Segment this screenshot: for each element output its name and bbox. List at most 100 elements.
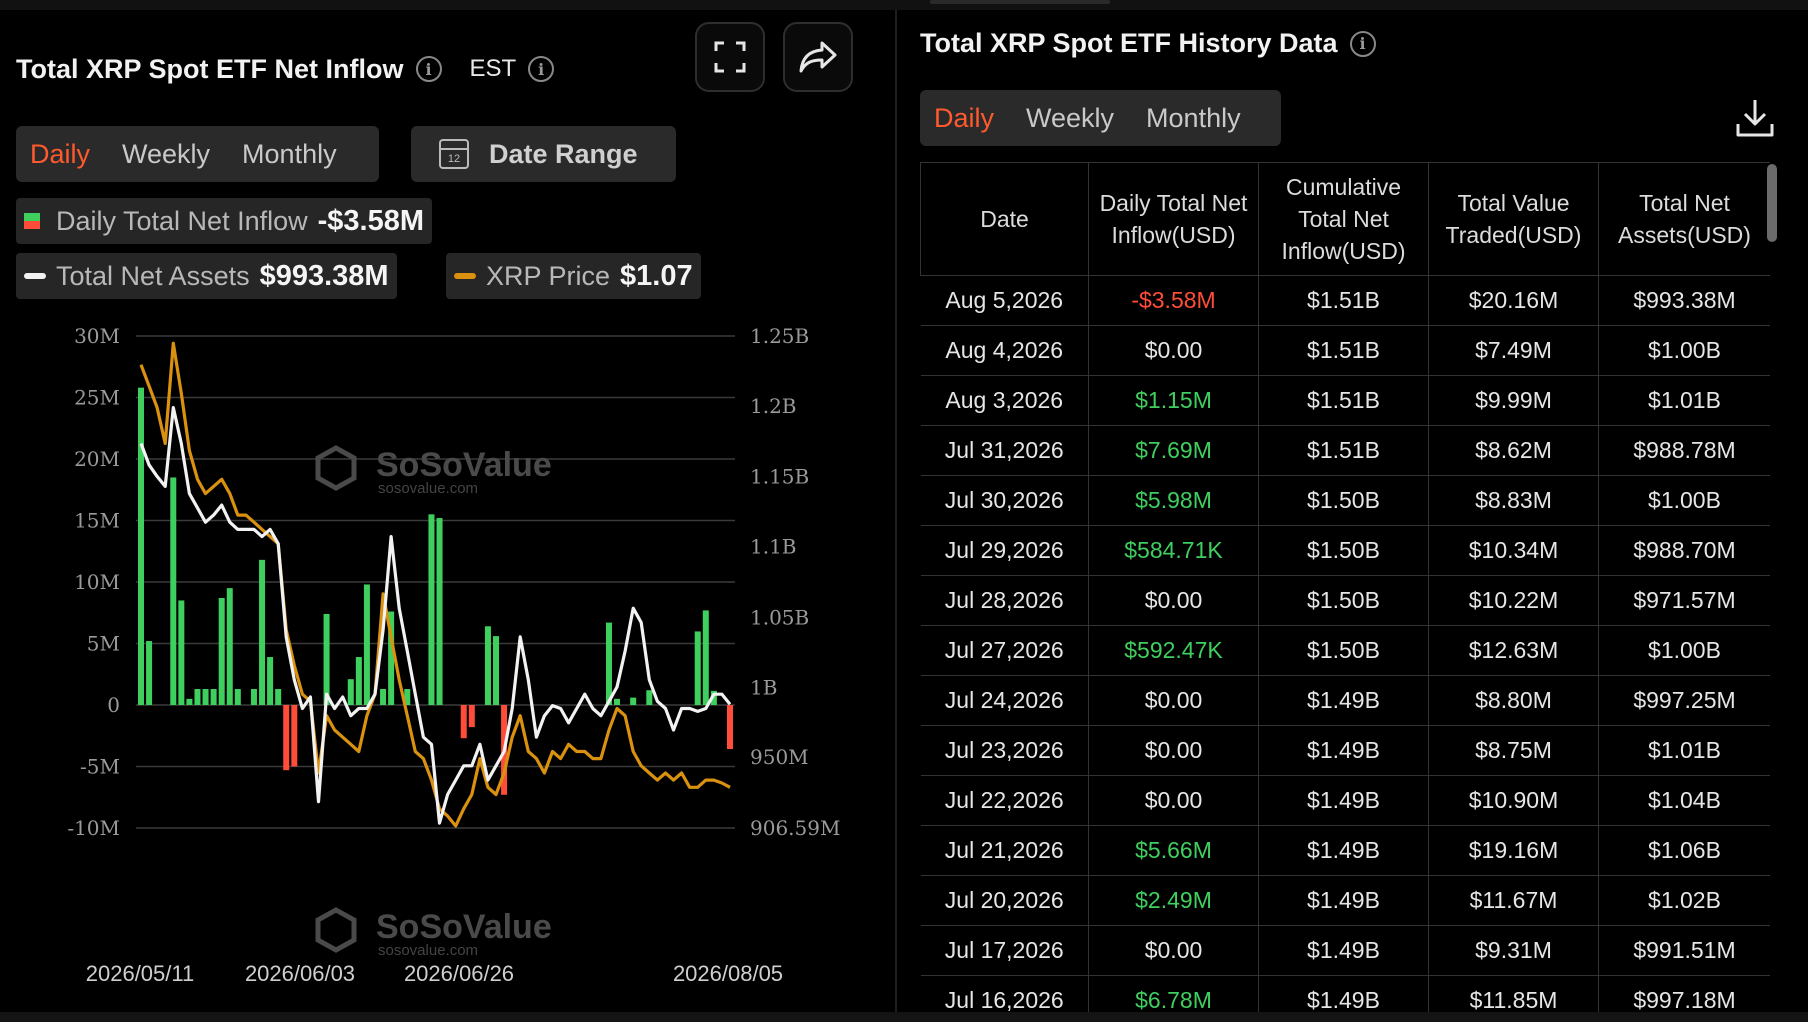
watermark-bottom: SoSoValue sosovalue.com	[315, 907, 552, 959]
assets-swatch-icon	[24, 273, 46, 279]
row-traded: $8.80M	[1428, 675, 1599, 726]
row-cumulative: $1.49B	[1258, 975, 1429, 1012]
row-date: Jul 29,2026	[920, 525, 1089, 576]
row-inflow: $0.00	[1088, 775, 1259, 826]
row-inflow: $5.66M	[1088, 825, 1259, 876]
table-row[interactable]: Aug 5,2026 -$3.58M $1.51B $20.16M $993.38M	[920, 275, 1770, 326]
table-row[interactable]: Jul 22,2026 $0.00 $1.49B $10.90M $1.04B	[920, 775, 1770, 826]
inflow-chart[interactable]: SoSoValue sosovalue.com SoSoValue sosova…	[0, 0, 895, 1012]
row-traded: $9.99M	[1428, 375, 1599, 426]
row-date: Jul 31,2026	[920, 425, 1089, 476]
row-cumulative: $1.50B	[1258, 575, 1429, 626]
row-traded: $8.83M	[1428, 475, 1599, 526]
watermark-top: SoSoValue sosovalue.com	[315, 445, 552, 497]
legend-price-value: $1.07	[620, 259, 693, 292]
left-tick-label: 5M	[87, 632, 120, 656]
date-range-button[interactable]: 12 Date Range	[411, 126, 676, 182]
row-cumulative: $1.49B	[1258, 925, 1429, 976]
inflow-bar	[460, 705, 467, 739]
legend-assets[interactable]: Total Net Assets $993.38M	[16, 253, 397, 299]
row-inflow: $592.47K	[1088, 625, 1259, 676]
row-inflow: $0.00	[1088, 725, 1259, 776]
net-inflow-panel: Total XRP Spot ETF Net Inflow i EST i Da…	[0, 10, 895, 1012]
column-header-cumulative[interactable]: Cumulative Total Net Inflow(USD)	[1258, 162, 1429, 276]
table-row[interactable]: Jul 23,2026 $0.00 $1.49B $8.75M $1.01B	[920, 725, 1770, 776]
row-assets: $1.01B	[1598, 375, 1770, 426]
inflow-bar	[178, 600, 185, 705]
history-panel: Total XRP Spot ETF History Data i Daily …	[897, 10, 1808, 1012]
table-row[interactable]: Jul 20,2026 $2.49M $1.49B $11.67M $1.02B	[920, 875, 1770, 926]
row-assets: $1.02B	[1598, 875, 1770, 926]
legend-price[interactable]: XRP Price $1.07	[446, 253, 701, 299]
table-row[interactable]: Aug 4,2026 $0.00 $1.51B $7.49M $1.00B	[920, 325, 1770, 376]
inflow-bar	[363, 584, 370, 705]
calendar-icon: 12	[439, 139, 469, 169]
left-axis-ticks: 30M 25M 20M 15M 10M 5M 0 -5M -10M	[67, 324, 120, 840]
row-inflow: -$3.58M	[1088, 275, 1259, 326]
column-header-traded[interactable]: Total Value Traded(USD)	[1428, 162, 1599, 276]
row-assets: $991.51M	[1598, 925, 1770, 976]
inflow-bar	[436, 518, 443, 705]
x-tick-label: 2026/05/11	[86, 961, 194, 986]
row-date: Jul 23,2026	[920, 725, 1089, 776]
inflow-bar	[291, 705, 298, 767]
inflow-bar	[605, 622, 612, 705]
row-date: Jul 22,2026	[920, 775, 1089, 826]
row-inflow: $1.15M	[1088, 375, 1259, 426]
column-header-inflow[interactable]: Daily Total Net Inflow(USD)	[1088, 162, 1259, 276]
table-row[interactable]: Jul 29,2026 $584.71K $1.50B $10.34M $988.70M	[920, 525, 1770, 576]
table-row[interactable]: Jul 27,2026 $592.47K $1.50B $12.63M $1.00B	[920, 625, 1770, 676]
tab-daily[interactable]: Daily	[30, 138, 91, 169]
table-row[interactable]: Jul 28,2026 $0.00 $1.50B $10.22M $971.57M	[920, 575, 1770, 626]
table-tab-daily[interactable]: Daily	[934, 102, 995, 133]
timezone-info-icon[interactable]: i	[528, 56, 555, 82]
row-inflow: $0.00	[1088, 925, 1259, 976]
row-inflow: $2.49M	[1088, 875, 1259, 926]
share-button[interactable]	[783, 22, 853, 92]
table-row[interactable]: Jul 17,2026 $0.00 $1.49B $9.31M $991.51M	[920, 925, 1770, 976]
left-tick-label: 10M	[74, 570, 120, 594]
row-cumulative: $1.49B	[1258, 775, 1429, 826]
inflow-bar	[275, 689, 282, 705]
history-info-icon[interactable]: i	[1349, 30, 1376, 57]
table-row[interactable]: Jul 24,2026 $0.00 $1.49B $8.80M $997.25M	[920, 675, 1770, 726]
legend-inflow-value: -$3.58M	[317, 204, 424, 237]
inflow-bar	[146, 641, 153, 705]
table-row[interactable]: Jul 21,2026 $5.66M $1.49B $19.16M $1.06B	[920, 825, 1770, 876]
left-tick-label: -10M	[67, 816, 120, 840]
table-row[interactable]: Jul 30,2026 $5.98M $1.50B $8.83M $1.00B	[920, 475, 1770, 526]
tab-weekly[interactable]: Weekly	[122, 138, 211, 169]
inflow-bar	[493, 636, 500, 705]
column-header-date[interactable]: Date	[920, 162, 1089, 276]
inflow-bar	[194, 689, 201, 705]
info-icon[interactable]: i	[415, 56, 442, 82]
download-icon[interactable]	[1733, 96, 1777, 140]
row-cumulative: $1.49B	[1258, 875, 1429, 926]
fullscreen-button[interactable]	[695, 22, 765, 92]
row-traded: $12.63M	[1428, 625, 1599, 676]
history-table-wrap[interactable]: Date Daily Total Net Inflow(USD) Cumulat…	[920, 162, 1770, 1012]
history-title: Total XRP Spot ETF History Data	[920, 28, 1338, 58]
table-tab-monthly[interactable]: Monthly	[1146, 102, 1241, 133]
row-assets: $1.06B	[1598, 825, 1770, 876]
row-inflow: $0.00	[1088, 325, 1259, 376]
tab-monthly[interactable]: Monthly	[242, 138, 337, 169]
row-inflow: $7.69M	[1088, 425, 1259, 476]
column-header-assets[interactable]: Total Net Assets(USD)	[1598, 162, 1770, 276]
date-range-label: Date Range	[489, 138, 638, 169]
row-cumulative: $1.50B	[1258, 475, 1429, 526]
table-scrollbar[interactable]	[1767, 164, 1777, 242]
table-row[interactable]: Jul 31,2026 $7.69M $1.51B $8.62M $988.78M	[920, 425, 1770, 476]
price-swatch-icon	[454, 273, 476, 279]
table-row[interactable]: Aug 3,2026 $1.15M $1.51B $9.99M $1.01B	[920, 375, 1770, 426]
table-row[interactable]: Jul 16,2026 $6.78M $1.49B $11.85M $997.18M	[920, 975, 1770, 1012]
row-inflow: $584.71K	[1088, 525, 1259, 576]
right-tick-label: 1B	[750, 675, 777, 699]
xrp-price-line	[139, 341, 731, 828]
row-date: Jul 24,2026	[920, 675, 1089, 726]
table-header-row: Date Daily Total Net Inflow(USD) Cumulat…	[920, 162, 1770, 276]
row-traded: $10.90M	[1428, 775, 1599, 826]
table-tab-weekly[interactable]: Weekly	[1026, 102, 1115, 133]
legend-inflow[interactable]: Daily Total Net Inflow -$3.58M	[16, 198, 432, 244]
right-tick-label: 950M	[750, 745, 809, 769]
